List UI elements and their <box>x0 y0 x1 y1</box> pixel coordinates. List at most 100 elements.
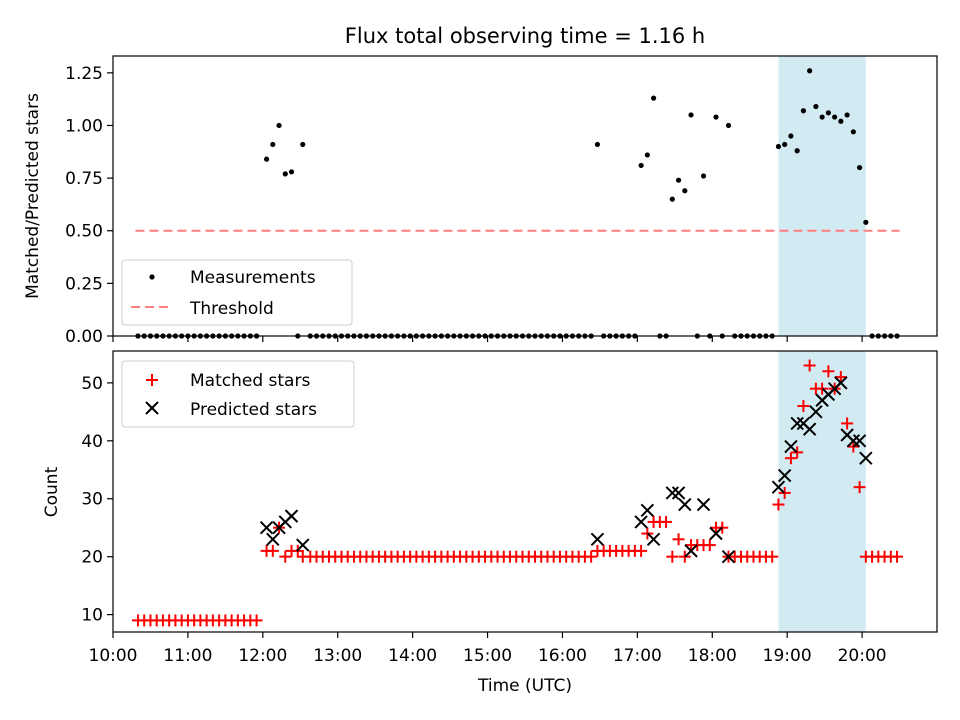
predicted-stars-points <box>259 376 873 564</box>
top-ylabel: Matched/Predicted stars <box>23 93 43 299</box>
matched-star-point <box>660 515 673 528</box>
top-axes-frame <box>112 55 938 337</box>
measurement-point <box>300 141 306 148</box>
bottom-xlabel: Time (UTC) <box>477 676 572 696</box>
matched-star-point <box>678 550 691 563</box>
bottom-xtick-label: 16:00 <box>538 646 587 666</box>
bottom-xtick-label: 20:00 <box>838 646 887 666</box>
predicted-star-point <box>809 405 823 419</box>
predicted-star-point <box>266 532 280 547</box>
measurement-point <box>813 103 819 110</box>
matched-star-point <box>641 527 654 540</box>
measurement-point <box>782 141 788 148</box>
top-ytick-label: 0.75 <box>65 169 103 189</box>
matched-star-point <box>703 539 716 552</box>
top-ytick-label: 0.00 <box>65 327 103 347</box>
bottom-ytick-label: 20 <box>81 548 103 568</box>
measurement-point <box>669 196 675 202</box>
measurement-point <box>856 164 863 171</box>
measurement-point <box>713 114 719 120</box>
measurement-point <box>788 133 794 139</box>
matched-star-point <box>585 550 598 563</box>
predicted-star-point <box>590 532 605 547</box>
measurement-point <box>263 156 270 162</box>
matched-star-point <box>672 533 685 546</box>
measurement-point <box>594 141 601 148</box>
measurement-point <box>844 112 850 118</box>
predicted-star-point <box>834 376 848 390</box>
legend-matched-marker <box>146 374 158 386</box>
measurement-point <box>807 68 813 74</box>
legend-threshold-label: Threshold <box>189 299 274 319</box>
matched-star-point <box>250 614 263 627</box>
predicted-star-point <box>678 497 692 512</box>
top-ytick-label: 0.25 <box>65 274 103 294</box>
bottom-xtick-label: 14:00 <box>388 646 437 666</box>
measurement-points <box>135 68 900 339</box>
bottom-xtick-label: 11:00 <box>163 646 212 666</box>
chart-title: Flux total observing time = 1.16 h <box>345 24 705 48</box>
predicted-star-point <box>665 486 680 500</box>
bottom-xtick-label: 13:00 <box>313 646 362 666</box>
measurement-point <box>794 148 800 154</box>
matched-star-point <box>853 481 866 494</box>
matched-star-point <box>666 550 679 563</box>
bottom-xtick-label: 18:00 <box>688 646 737 666</box>
matched-star-point <box>891 550 904 563</box>
predicted-star-point <box>259 521 274 535</box>
bottom-ylabel: Count <box>42 466 62 517</box>
measurement-point <box>863 219 869 225</box>
legend-matched-label: Matched stars <box>190 371 310 391</box>
predicted-star-point <box>771 480 786 494</box>
top-axis-ticks: 0.00 0.25 0.50 0.75 1.00 1.25 <box>65 64 863 347</box>
top-panel: 0.00 0.25 0.50 0.75 1.00 1.25 Matched/Predict… <box>23 55 938 347</box>
bottom-axes-frame <box>112 350 938 633</box>
matched-star-point <box>803 359 816 372</box>
top-legend: Measurements Threshold <box>121 259 353 326</box>
predicted-star-point <box>784 439 798 454</box>
measurement-point <box>650 95 657 101</box>
measurement-point <box>282 171 288 177</box>
measurement-point <box>825 110 831 116</box>
predicted-star-point <box>646 532 661 547</box>
matched-star-point <box>266 544 279 557</box>
predicted-star-point <box>671 486 686 500</box>
top-ytick-label: 0.50 <box>65 222 103 242</box>
top-ytick-label: 1.00 <box>65 116 103 136</box>
measurement-point <box>270 141 276 148</box>
matched-star-point <box>279 550 292 563</box>
top-highlight-span <box>778 56 866 336</box>
predicted-star-point <box>852 434 867 448</box>
measurement-point <box>800 108 807 114</box>
bottom-xtick-label: 12:00 <box>238 646 287 666</box>
matched-star-point <box>834 371 847 384</box>
bottom-legend-box <box>121 360 355 428</box>
measurement-point <box>775 143 782 150</box>
measurement-point <box>675 177 682 183</box>
measurement-point <box>838 118 844 124</box>
measurement-point <box>638 162 644 169</box>
bottom-xtick-label: 10:00 <box>89 646 138 666</box>
measurement-point <box>819 114 825 120</box>
bottom-xtick-label: 17:00 <box>613 646 662 666</box>
predicted-star-point <box>696 497 711 512</box>
bottom-ytick-label: 40 <box>81 432 103 452</box>
measurement-point <box>276 122 282 129</box>
matched-star-point <box>791 446 804 459</box>
matched-stars-points <box>131 359 904 627</box>
measurement-point <box>700 173 707 179</box>
legend-predicted-marker <box>145 401 159 415</box>
bottom-ytick-label: 10 <box>81 606 103 626</box>
bottom-xtick-label: 19:00 <box>763 646 812 666</box>
matched-star-point <box>816 382 829 395</box>
matched-star-point <box>822 365 835 378</box>
predicted-star-point <box>790 416 804 431</box>
measurement-point <box>682 188 688 194</box>
bottom-highlight-span <box>778 351 866 632</box>
matched-star-point <box>784 452 797 465</box>
measurement-point <box>725 122 732 129</box>
bottom-ytick-label: 50 <box>81 374 103 394</box>
top-ytick-label: 1.25 <box>65 64 103 84</box>
legend-predicted-label: Predicted stars <box>190 400 317 420</box>
